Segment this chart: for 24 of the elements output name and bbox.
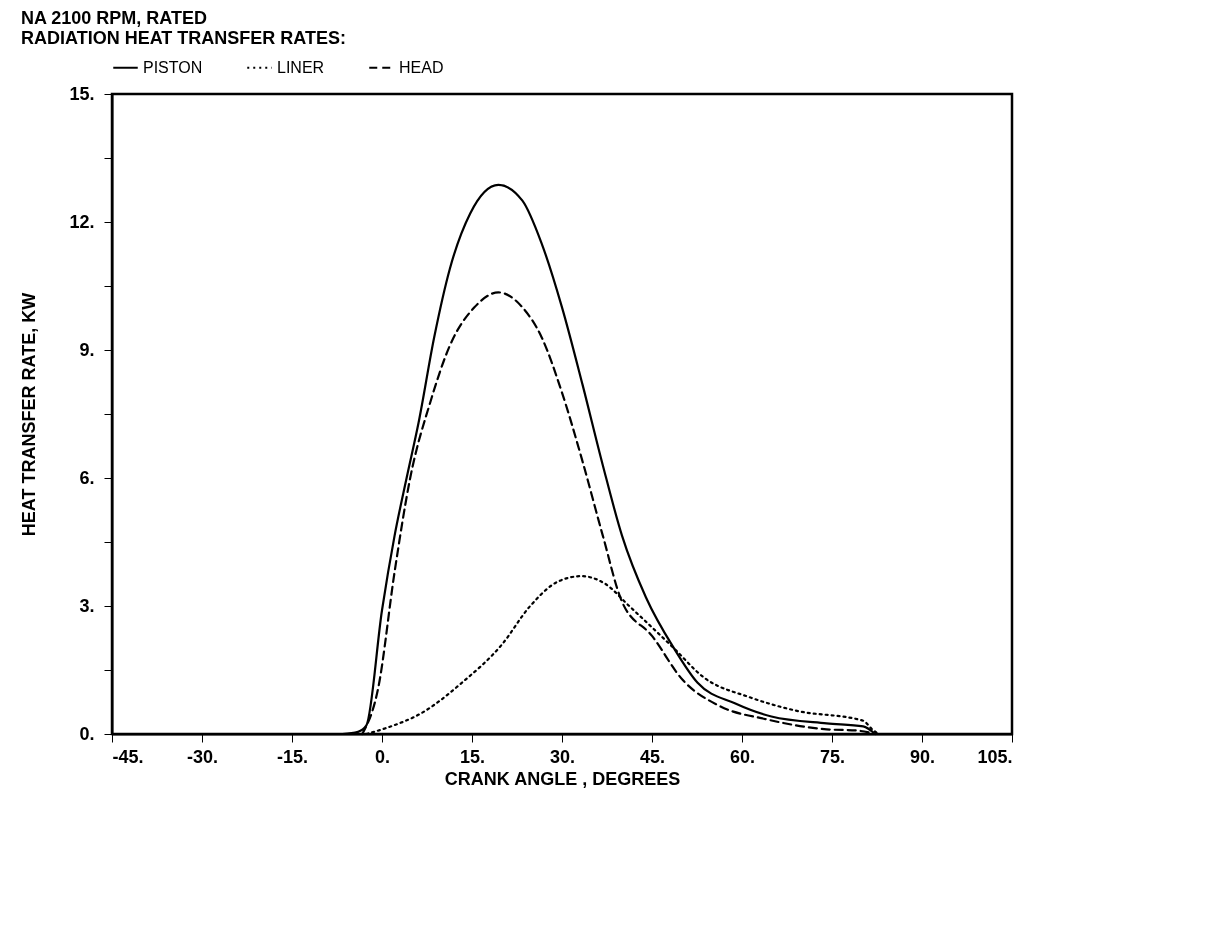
legend-label: PISTON bbox=[143, 58, 203, 76]
legend-label: LINER bbox=[277, 58, 325, 76]
x-axis-title: CRANK ANGLE , DEGREES bbox=[444, 768, 681, 789]
x-tick-label: 0. bbox=[374, 746, 391, 767]
y-tick-label: 3. bbox=[79, 595, 95, 616]
x-tick-label: 30. bbox=[549, 746, 576, 767]
x-tick-label: 15. bbox=[459, 746, 486, 767]
text: RADIATION HEAT TRANSFER RATES: bbox=[20, 28, 346, 48]
legend-label: HEAD bbox=[399, 58, 444, 76]
x-tick-label: 105. bbox=[977, 746, 1013, 767]
y-tick-label: 0. bbox=[79, 723, 95, 744]
x-tick-label: 90. bbox=[909, 746, 936, 767]
text: NA 2100 RPM, RATED bbox=[20, 8, 208, 28]
y-tick-label: 12. bbox=[69, 211, 95, 232]
y-tick-label: 9. bbox=[79, 339, 95, 360]
x-tick-label: -15. bbox=[276, 746, 309, 767]
x-tick-label: -45. bbox=[112, 746, 144, 767]
y-tick-label: 6. bbox=[79, 467, 95, 488]
x-tick-label: -30. bbox=[186, 746, 219, 767]
x-tick-label: 75. bbox=[819, 746, 846, 767]
y-axis-title: HEAT TRANSFER RATE, KW bbox=[19, 292, 40, 537]
x-tick-label: 60. bbox=[729, 746, 756, 767]
y-tick-label: 15. bbox=[69, 83, 95, 104]
x-tick-label: 45. bbox=[639, 746, 666, 767]
